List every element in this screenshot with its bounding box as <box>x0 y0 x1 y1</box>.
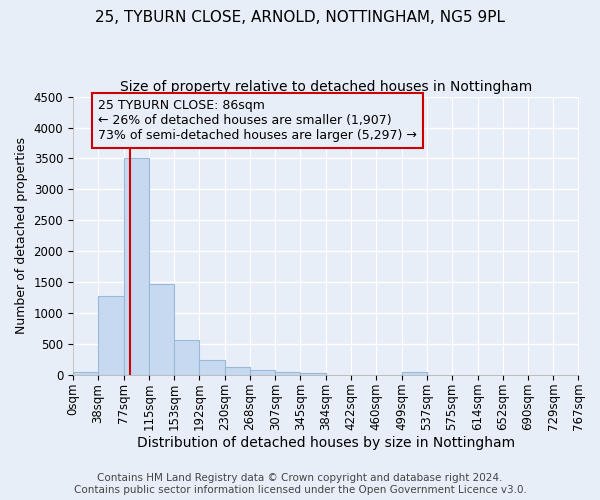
Bar <box>275 372 301 375</box>
Text: 25 TYBURN CLOSE: 86sqm
← 26% of detached houses are smaller (1,907)
73% of semi-: 25 TYBURN CLOSE: 86sqm ← 26% of detached… <box>98 99 417 142</box>
Bar <box>124 158 149 375</box>
Bar <box>73 372 98 375</box>
Bar <box>224 367 250 375</box>
Bar <box>149 284 174 375</box>
Text: 25, TYBURN CLOSE, ARNOLD, NOTTINGHAM, NG5 9PL: 25, TYBURN CLOSE, ARNOLD, NOTTINGHAM, NG… <box>95 10 505 25</box>
Bar <box>326 374 351 375</box>
X-axis label: Distribution of detached houses by size in Nottingham: Distribution of detached houses by size … <box>137 436 515 450</box>
Title: Size of property relative to detached houses in Nottingham: Size of property relative to detached ho… <box>119 80 532 94</box>
Y-axis label: Number of detached properties: Number of detached properties <box>15 138 28 334</box>
Bar <box>98 296 124 375</box>
Bar <box>402 372 427 375</box>
Bar <box>174 340 199 375</box>
Text: Contains HM Land Registry data © Crown copyright and database right 2024.
Contai: Contains HM Land Registry data © Crown c… <box>74 474 526 495</box>
Bar <box>250 370 275 375</box>
Bar <box>301 374 326 375</box>
Bar <box>199 360 224 375</box>
